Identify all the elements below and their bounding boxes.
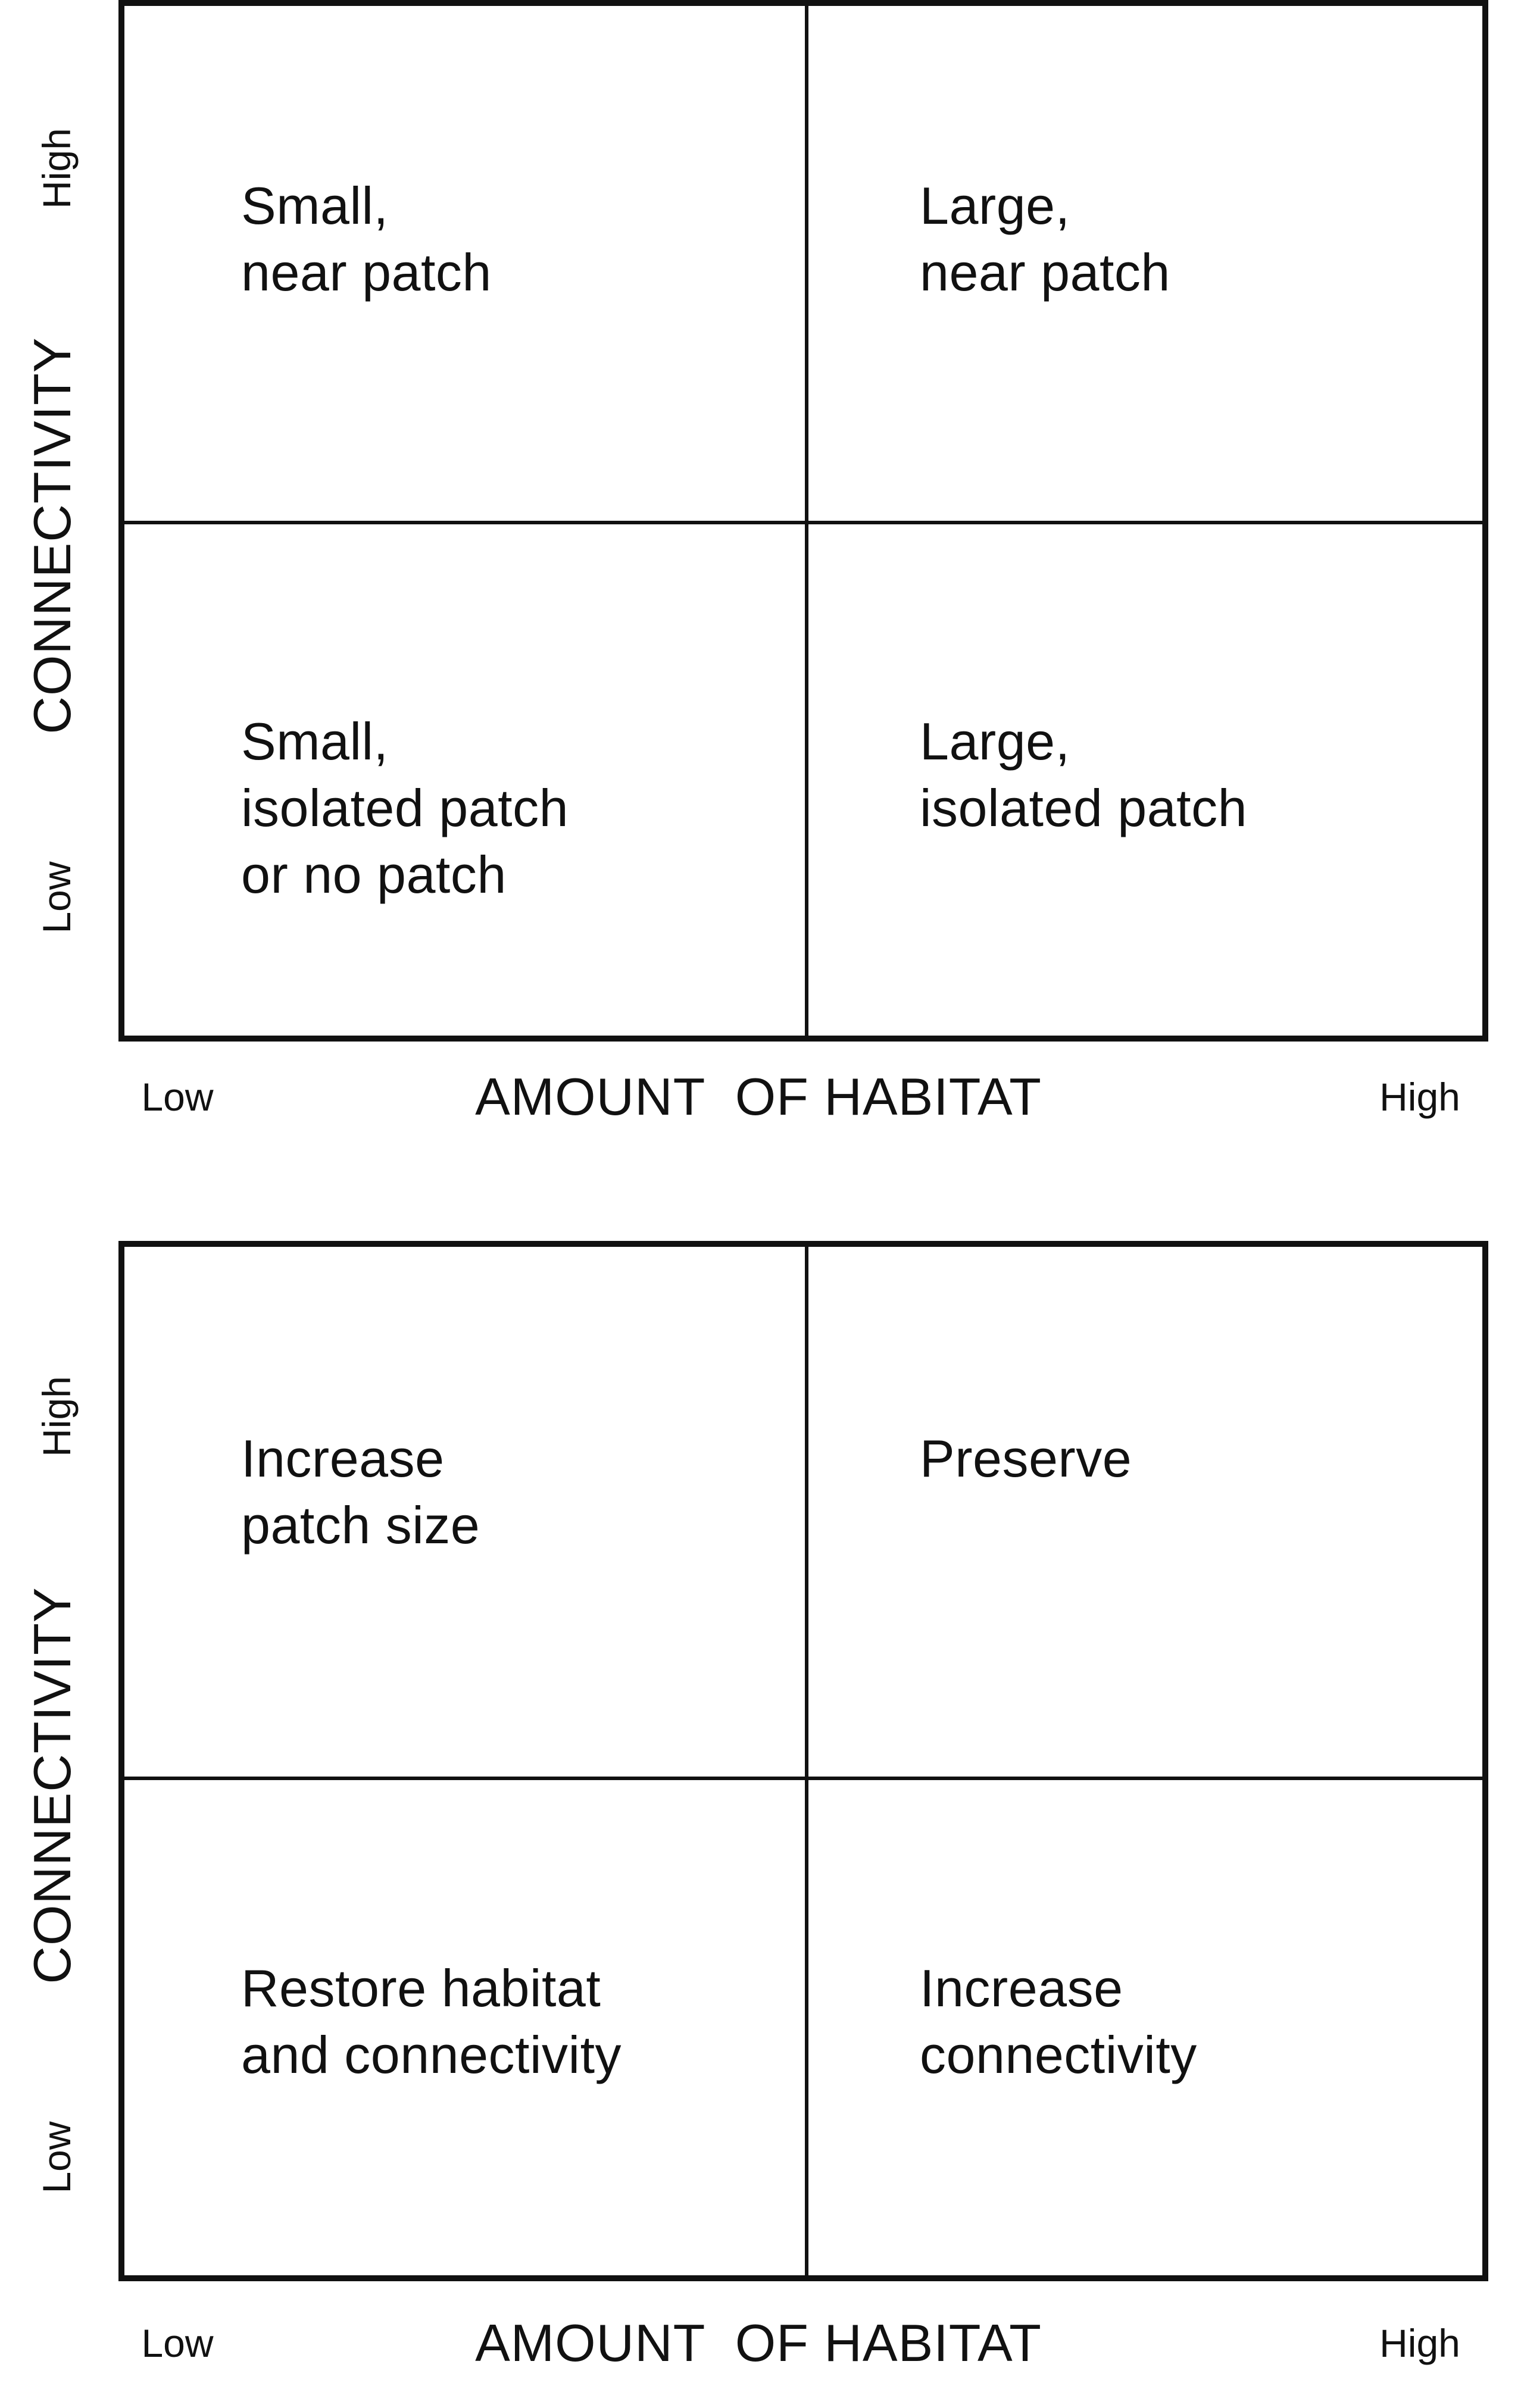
plot-area: Small, near patch Large, near patch Smal… [118,0,1488,1042]
x-axis-high-label: High [1379,2321,1460,2365]
quadrant-label-top-right: Large, near patch [920,176,1170,302]
quadrant-label-top-right: Preserve [920,1429,1132,1488]
x-axis-title: AMOUNT OF HABITAT [475,1067,1042,1126]
horizontal-divider [124,521,1482,524]
plot-area: Increase patch size Preserve Restore hab… [118,1241,1488,2281]
y-axis-high-label: High [35,1376,79,1457]
horizontal-divider [124,1777,1482,1780]
x-axis-title: AMOUNT OF HABITAT [475,2313,1042,2372]
y-axis-title: CONNECTIVITY [23,337,82,734]
y-axis-low-label: Low [35,861,79,934]
quadrant-label-bottom-left: Small, isolated patch or no patch [241,712,569,904]
quadrant-label-bottom-right: Increase connectivity [920,1959,1197,2084]
quadrant-label-bottom-left: Restore habitat and connectivity [241,1959,622,2084]
vertical-divider [805,1247,808,2275]
quadrant-label-bottom-right: Large, isolated patch [920,712,1248,837]
quadrant-chart-patch-condition: Small, near patch Large, near patch Smal… [0,0,1524,1190]
x-axis-high-label: High [1379,1075,1460,1119]
quadrant-label-top-left: Increase patch size [241,1429,480,1555]
y-axis-title: CONNECTIVITY [23,1587,82,1984]
quadrant-label-top-left: Small, near patch [241,176,492,302]
quadrant-chart-management-action: Increase patch size Preserve Restore hab… [0,1241,1524,2408]
y-axis-low-label: Low [35,2121,79,2194]
x-axis-low-label: Low [141,1075,214,1119]
x-axis-low-label: Low [141,2321,214,2365]
y-axis-high-label: High [35,128,79,209]
